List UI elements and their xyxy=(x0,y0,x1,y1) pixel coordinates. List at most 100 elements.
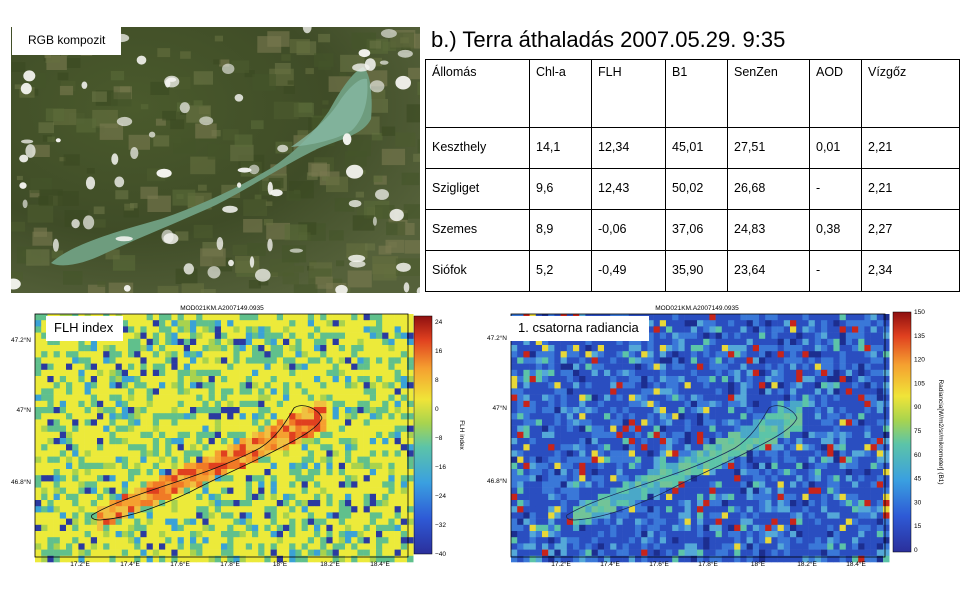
table-cell: 2,21 xyxy=(861,168,960,210)
flh-index-map: MOD021KM.A2007149.0935 47.2°N 47°N 46.8°… xyxy=(11,305,465,568)
flh-map-frame xyxy=(34,313,409,558)
flh-colorbar-title: FLH index xyxy=(458,420,465,450)
rad-lon-tick: 18.2°E xyxy=(797,560,817,568)
flh-colorbar-tick: −32 xyxy=(435,522,446,529)
lake-balaton-shape xyxy=(51,67,372,266)
table-header-row: Állomás Chl-a FLH B1 SenZen AOD Vízgőz xyxy=(425,59,960,128)
table-cell: 0,38 xyxy=(809,209,862,251)
flh-lat-tick: 46.8°N xyxy=(11,478,31,486)
rad-colorbar xyxy=(892,311,912,553)
flh-lon-tick: 17.2°E xyxy=(70,560,90,568)
table-cell: 2,27 xyxy=(861,209,960,251)
table-cell: -0,49 xyxy=(591,250,666,292)
rad-lake-outline xyxy=(566,405,798,521)
table-cell: 23,64 xyxy=(727,250,810,292)
flh-colorbar-tick: 8 xyxy=(435,377,439,384)
flh-raster xyxy=(35,314,414,563)
rad-colorbar-tick: 15 xyxy=(914,523,922,530)
rad-colorbar-title: Radiancia[W/m2/sr/mikrometer] (B1) xyxy=(937,379,944,484)
radiance-map-label: 1. csatorna radiancia xyxy=(510,316,649,341)
flh-colorbar-tick: 24 xyxy=(435,319,443,326)
table-cell: 8,9 xyxy=(529,209,592,251)
header-allomas: Állomás xyxy=(425,59,530,128)
flh-colorbar-tick: −40 xyxy=(435,551,446,558)
table-cell: 45,01 xyxy=(665,127,728,169)
table-cell: Siófok xyxy=(425,250,530,292)
flh-colorbar-tick: 16 xyxy=(435,348,443,355)
rad-raster xyxy=(511,314,890,563)
rad-colorbar-tick: 75 xyxy=(914,428,922,435)
rad-lon-tick: 17.4°E xyxy=(600,560,620,568)
rgb-composite-label: RGB kompozit xyxy=(12,27,122,55)
rad-lon-tick: 18°E xyxy=(751,560,766,568)
rad-colorbar-tick: 30 xyxy=(914,499,922,506)
table-row: Szigliget 9,6 12,43 50,02 26,68 - 2,21 xyxy=(425,168,960,210)
table-cell: 2,21 xyxy=(861,127,960,169)
header-b1: B1 xyxy=(665,59,728,128)
table-cell: 50,02 xyxy=(665,168,728,210)
flh-lon-tick: 18.2°E xyxy=(320,560,340,568)
table-row: Keszthely 14,1 12,34 45,01 27,51 0,01 2,… xyxy=(425,127,960,169)
flh-colorbar-tick: 0 xyxy=(435,406,439,413)
flh-lake-outline xyxy=(91,405,323,521)
table-cell: 24,83 xyxy=(727,209,810,251)
flh-colorbar-tick: −24 xyxy=(435,493,446,500)
table-cell: 2,34 xyxy=(861,250,960,292)
header-chla: Chl-a xyxy=(529,59,592,128)
flh-lon-tick: 17.4°E xyxy=(120,560,140,568)
rad-lon-tick: 18.4°E xyxy=(846,560,866,568)
station-data-table: Állomás Chl-a FLH B1 SenZen AOD Vízgőz K… xyxy=(425,59,960,292)
flh-lat-tick: 47.2°N xyxy=(11,336,31,344)
rad-map-header: MOD021KM.A2007149.0935 xyxy=(655,305,739,312)
table-cell: 12,34 xyxy=(591,127,666,169)
radiance-map: MOD021KM.A2007149.0935 47.2°N 47°N 46.8°… xyxy=(487,305,944,568)
table-cell: - xyxy=(809,250,862,292)
flh-colorbar xyxy=(413,315,433,555)
rad-colorbar-tick: 0 xyxy=(914,547,918,554)
flh-lon-tick: 18.4°E xyxy=(370,560,390,568)
table-cell: 35,90 xyxy=(665,250,728,292)
rad-colorbar-tick: 45 xyxy=(914,476,922,483)
table-cell: 12,43 xyxy=(591,168,666,210)
table-cell: - xyxy=(809,168,862,210)
table-row: Siófok 5,2 -0,49 35,90 23,64 - 2,34 xyxy=(425,250,960,292)
table-cell: 5,2 xyxy=(529,250,592,292)
rgb-composite-image xyxy=(11,27,420,293)
table-row: Szemes 8,9 -0,06 37,06 24,83 0,38 2,27 xyxy=(425,209,960,251)
table-cell: 26,68 xyxy=(727,168,810,210)
rad-lat-tick: 46.8°N xyxy=(487,477,507,485)
table-cell: 0,01 xyxy=(809,127,862,169)
flh-lon-tick: 17.8°E xyxy=(220,560,240,568)
flh-lon-tick: 18°E xyxy=(273,560,288,568)
table-cell: Szemes xyxy=(425,209,530,251)
table-cell: -0,06 xyxy=(591,209,666,251)
rad-lat-tick: 47°N xyxy=(492,404,507,412)
flh-colorbar-tick: −16 xyxy=(435,464,446,471)
rad-colorbar-tick: 150 xyxy=(914,309,925,316)
rad-colorbar-tick: 60 xyxy=(914,452,922,459)
rad-colorbar-tick: 90 xyxy=(914,404,922,411)
table-cell: 27,51 xyxy=(727,127,810,169)
rad-lat-tick: 47.2°N xyxy=(487,334,507,342)
flh-map-label: FLH index xyxy=(46,316,124,341)
rad-colorbar-tick: 135 xyxy=(914,333,925,340)
table-cell: 37,06 xyxy=(665,209,728,251)
flh-lon-tick: 17.6°E xyxy=(170,560,190,568)
flh-lat-tick: 47°N xyxy=(16,406,31,414)
flh-map-header: MOD021KM.A2007149.0935 xyxy=(180,305,264,312)
rad-lon-tick: 17.2°E xyxy=(551,560,571,568)
table-cell: Szigliget xyxy=(425,168,530,210)
header-flh: FLH xyxy=(591,59,666,128)
rad-lon-tick: 17.8°E xyxy=(698,560,718,568)
header-aod: AOD xyxy=(809,59,862,128)
table-cell: Keszthely xyxy=(425,127,530,169)
table-cell: 14,1 xyxy=(529,127,592,169)
table-cell: 9,6 xyxy=(529,168,592,210)
rad-lon-tick: 17.6°E xyxy=(649,560,669,568)
header-vizgoz: Vízgőz xyxy=(861,59,960,128)
rad-map-frame xyxy=(510,313,886,558)
rad-colorbar-tick: 120 xyxy=(914,357,925,364)
header-senzen: SenZen xyxy=(727,59,810,128)
rad-colorbar-tick: 105 xyxy=(914,380,925,387)
slide-title: b.) Terra áthaladás 2007.05.29. 9:35 xyxy=(431,27,786,52)
